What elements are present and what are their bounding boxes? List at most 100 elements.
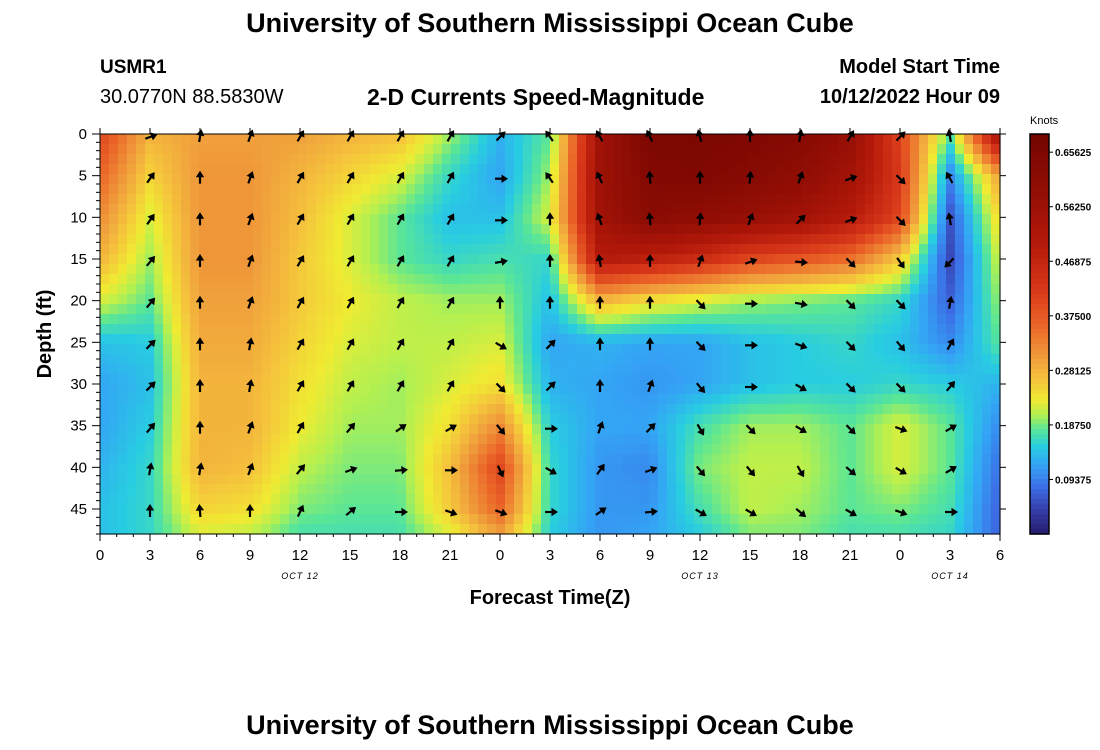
heatmap-cell — [118, 194, 128, 205]
heatmap-cell — [784, 334, 794, 345]
heatmap-cell — [523, 324, 533, 335]
heatmap-cell — [127, 484, 137, 495]
heatmap-cell — [730, 454, 740, 465]
heatmap-cell — [928, 194, 938, 205]
heatmap-cell — [307, 304, 317, 315]
heatmap-cell — [919, 474, 929, 485]
heatmap-cell — [712, 514, 722, 525]
heatmap-cell — [199, 324, 209, 335]
heatmap-cell — [964, 524, 974, 535]
heatmap-cell — [460, 294, 470, 305]
heatmap-cell — [640, 334, 650, 345]
heatmap-cell — [226, 214, 236, 225]
heatmap-cell — [181, 494, 191, 505]
heatmap-cell — [379, 364, 389, 375]
current-vector-arrow — [796, 465, 805, 478]
heatmap-cell — [739, 454, 749, 465]
colorbar-segment — [1030, 489, 1049, 495]
heatmap-cell — [568, 214, 578, 225]
heatmap-cell — [262, 464, 272, 475]
arrow-head — [548, 381, 556, 389]
heatmap-cell — [100, 384, 110, 395]
heatmap-cell — [190, 144, 200, 155]
heatmap-cell — [433, 434, 443, 445]
heatmap-cell — [361, 204, 371, 215]
heatmap-cell — [757, 344, 767, 355]
heatmap-cell — [703, 494, 713, 505]
heatmap-cell — [307, 324, 317, 335]
heatmap-cell — [271, 134, 281, 145]
arrow-head — [401, 465, 408, 475]
heatmap-cell — [469, 464, 479, 475]
current-vector-arrow — [495, 216, 508, 225]
heatmap-cell — [388, 504, 398, 515]
colorbar-segment — [1030, 479, 1049, 485]
heatmap-cell — [523, 364, 533, 375]
heatmap-cell — [721, 504, 731, 515]
heatmap-cell — [874, 224, 884, 235]
heatmap-cell — [928, 394, 938, 405]
heatmap-cell — [190, 284, 200, 295]
heatmap-cell — [208, 494, 218, 505]
heatmap-cell — [316, 144, 326, 155]
heatmap-cell — [190, 174, 200, 185]
heatmap-cell — [937, 174, 947, 185]
current-vector-arrow — [895, 466, 907, 475]
heatmap-cell — [640, 194, 650, 205]
heatmap-cell — [442, 204, 452, 215]
heatmap-cell — [289, 394, 299, 405]
heatmap-cell — [595, 154, 605, 165]
heatmap-cell — [775, 394, 785, 405]
heatmap-cell — [226, 304, 236, 315]
heatmap-cell — [505, 354, 515, 365]
heatmap-cell — [370, 464, 380, 475]
heatmap-cell — [685, 474, 695, 485]
heatmap-cell — [442, 184, 452, 195]
heatmap-cell — [280, 264, 290, 275]
heatmap-cell — [370, 444, 380, 455]
heatmap-cell — [289, 244, 299, 255]
arrow-head — [598, 507, 607, 515]
colorbar-segment — [1030, 444, 1049, 450]
heatmap-cell — [748, 324, 758, 335]
heatmap-cell — [550, 324, 560, 335]
heatmap-cell — [586, 264, 596, 275]
heatmap-cell — [109, 234, 119, 245]
heatmap-cell — [946, 504, 956, 515]
heatmap-cell — [478, 374, 488, 385]
heatmap-cell — [919, 174, 929, 185]
heatmap-cell — [325, 194, 335, 205]
heatmap-cell — [289, 424, 299, 435]
heatmap-cell — [235, 264, 245, 275]
heatmap-cell — [181, 404, 191, 415]
heatmap-cell — [586, 254, 596, 265]
heatmap-cell — [289, 164, 299, 175]
heatmap-cell — [928, 344, 938, 355]
heatmap-cell — [118, 164, 128, 175]
heatmap-cell — [226, 244, 236, 255]
heatmap-cell — [856, 374, 866, 385]
heatmap-cell — [901, 134, 911, 145]
heatmap-cell — [748, 154, 758, 165]
heatmap-cell — [235, 244, 245, 255]
heatmap-cell — [451, 344, 461, 355]
heatmap-cell — [559, 224, 569, 235]
heatmap-cell — [883, 194, 893, 205]
current-vector-arrow — [845, 299, 856, 310]
heatmap-cell — [631, 374, 641, 385]
heatmap-cell — [172, 304, 182, 315]
heatmap-cell — [973, 314, 983, 325]
heatmap-cell — [352, 464, 362, 475]
heatmap-cell — [433, 494, 443, 505]
heatmap-cell — [973, 134, 983, 145]
heatmap-cell — [811, 134, 821, 145]
heatmap-cell — [874, 434, 884, 445]
heatmap-cell — [973, 454, 983, 465]
heatmap-cell — [865, 354, 875, 365]
heatmap-cell — [703, 234, 713, 245]
heatmap-cell — [478, 414, 488, 425]
heatmap-cell — [316, 484, 326, 495]
heatmap-cell — [550, 504, 560, 515]
heatmap-cell — [154, 174, 164, 185]
heatmap-cell — [523, 304, 533, 315]
